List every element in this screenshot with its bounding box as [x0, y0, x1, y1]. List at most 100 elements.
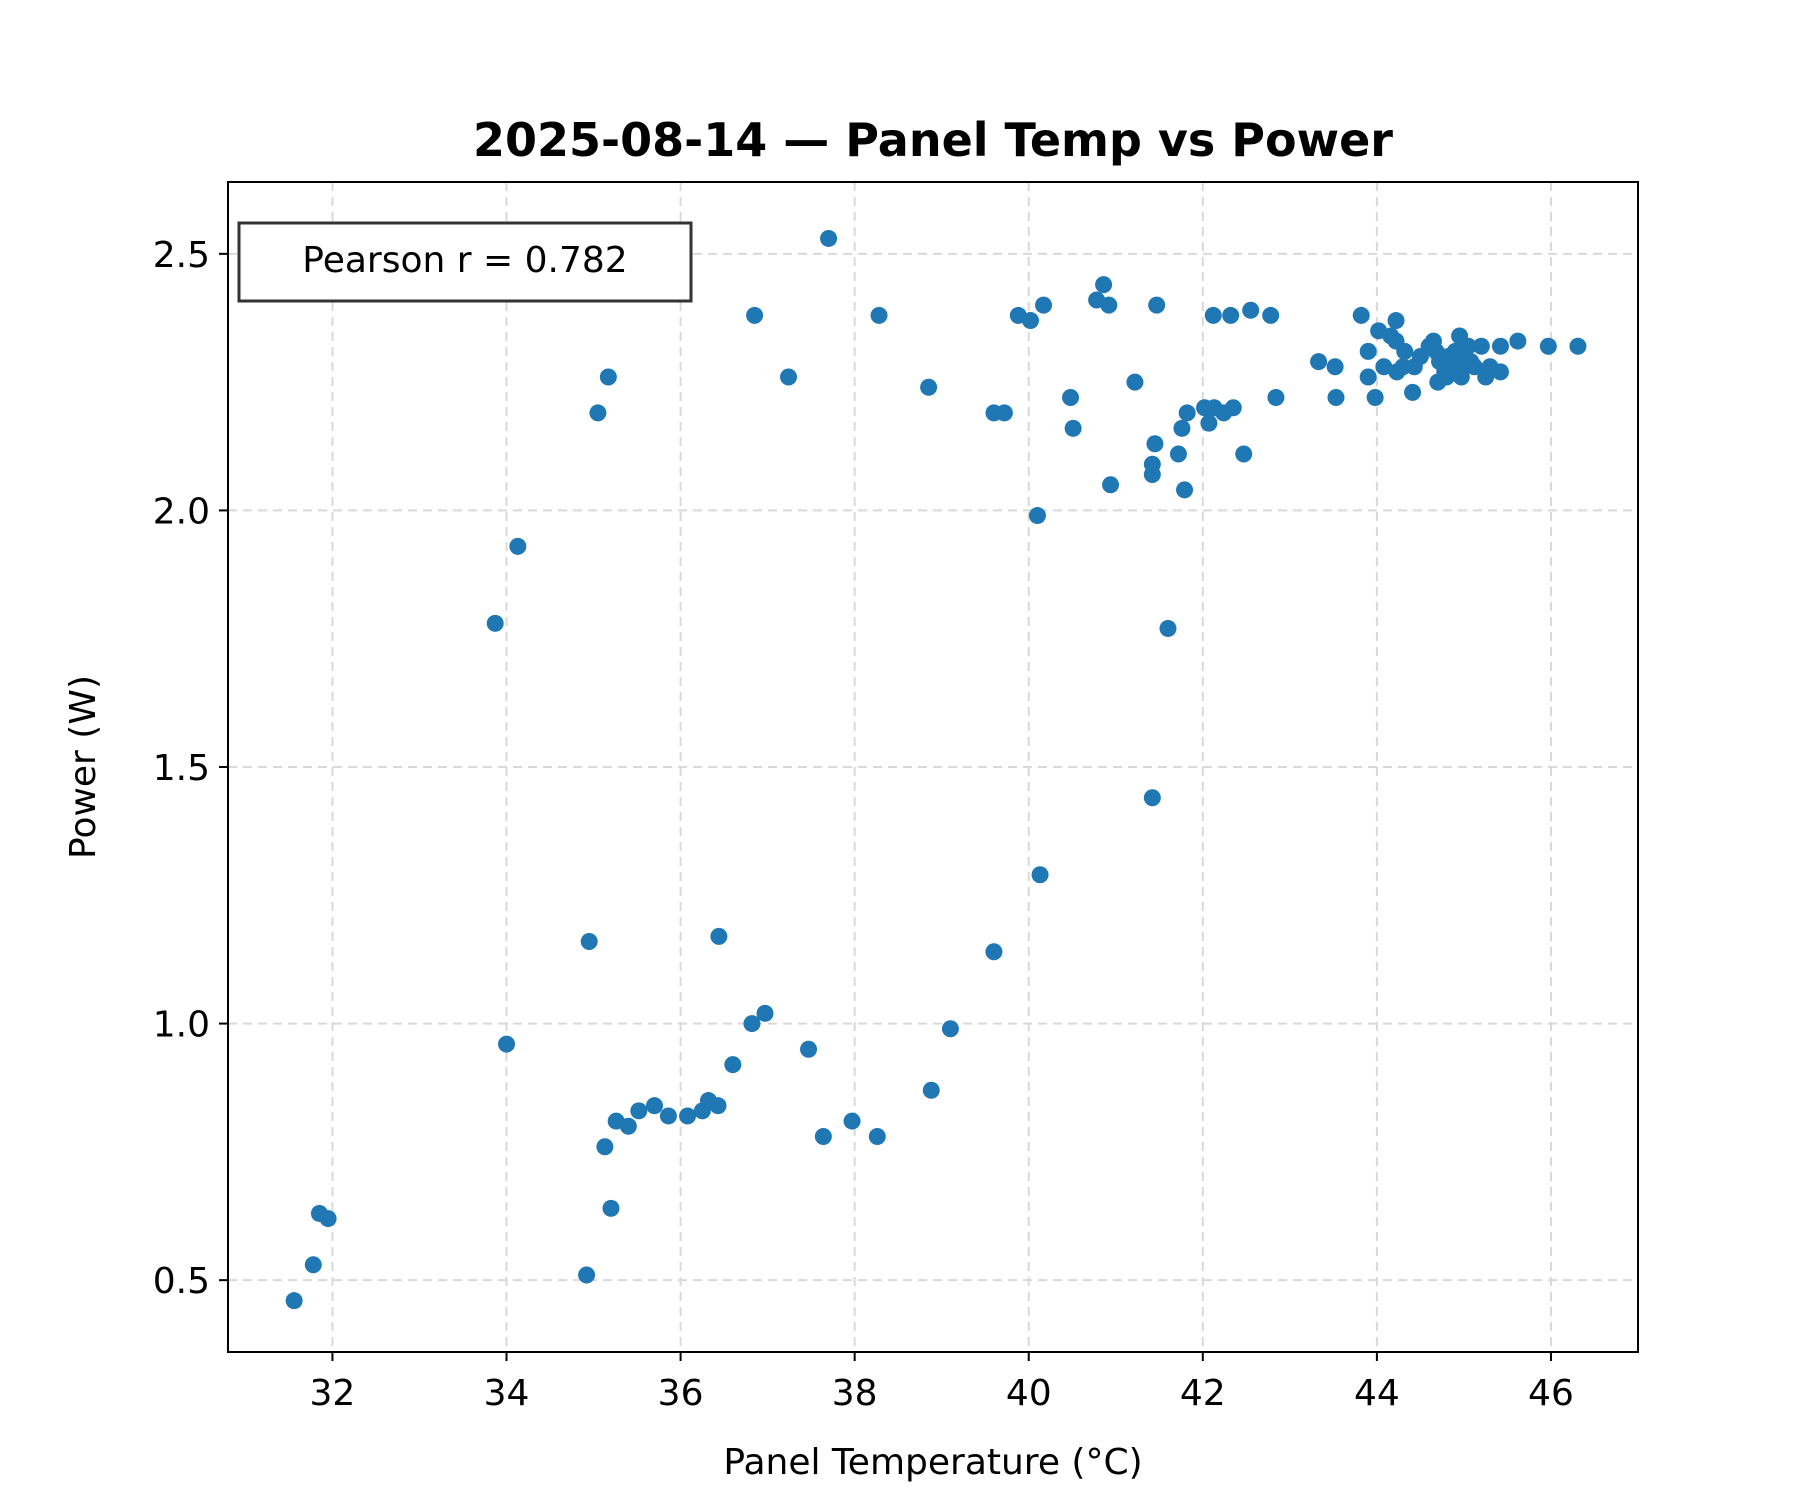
scatter-point	[1148, 296, 1166, 314]
scatter-point	[1459, 337, 1477, 355]
scatter-point	[1224, 399, 1242, 417]
scatter-point	[1569, 337, 1587, 355]
scatter-point	[1491, 337, 1509, 355]
scatter-point	[743, 1015, 761, 1033]
y-axis-label: Power (W)	[63, 675, 104, 859]
scatter-point	[580, 932, 598, 950]
scatter-point	[941, 1020, 959, 1038]
scatter-point	[659, 1107, 677, 1125]
scatter-point	[1326, 358, 1344, 376]
scatter-point	[1176, 481, 1194, 499]
scatter-point	[602, 1199, 620, 1217]
scatter-point	[509, 537, 527, 555]
scatter-point	[1146, 435, 1164, 453]
scatter-point	[1064, 419, 1082, 437]
scatter-point	[319, 1210, 337, 1228]
x-tick-label: 36	[658, 1373, 704, 1414]
chart-title: 2025-08-14 — Panel Temp vs Power	[473, 113, 1393, 167]
scatter-points	[285, 229, 1587, 1310]
scatter-point	[1396, 342, 1414, 360]
scatter-point	[820, 229, 838, 247]
scatter-point	[486, 614, 504, 632]
scatter-point	[1031, 866, 1049, 884]
scatter-point	[814, 1127, 832, 1145]
scatter-point	[985, 943, 1003, 961]
scatter-point	[922, 1081, 940, 1099]
scatter-point	[1472, 337, 1490, 355]
scatter-point	[1159, 619, 1177, 637]
scatter-point	[756, 1004, 774, 1022]
scatter-point	[800, 1040, 818, 1058]
scatter-point	[596, 1138, 614, 1156]
scatter-point	[1200, 414, 1218, 432]
y-tick-label: 2.0	[153, 491, 210, 532]
y-axis-ticks: 0.5 1.0 1.5 2.0 2.5	[153, 235, 228, 1302]
y-tick-label: 0.5	[153, 1261, 210, 1302]
x-tick-label: 46	[1528, 1373, 1574, 1414]
scatter-point	[1242, 301, 1260, 319]
scatter-point	[1387, 312, 1405, 330]
scatter-point	[1310, 353, 1328, 371]
scatter-point	[843, 1112, 861, 1130]
scatter-point	[679, 1107, 697, 1125]
x-tick-label: 42	[1180, 1373, 1226, 1414]
scatter-point	[304, 1256, 322, 1274]
scatter-point	[870, 306, 888, 324]
scatter-point	[1173, 419, 1191, 437]
y-tick-label: 1.5	[153, 748, 210, 789]
scatter-point	[285, 1292, 303, 1310]
x-tick-label: 44	[1354, 1373, 1400, 1414]
scatter-point	[1100, 296, 1118, 314]
scatter-point	[1491, 363, 1509, 381]
scatter-point	[1178, 404, 1196, 422]
scatter-point	[1035, 296, 1053, 314]
scatter-point	[780, 368, 798, 386]
scatter-point	[995, 404, 1013, 422]
scatter-point	[724, 1056, 742, 1074]
scatter-point	[630, 1102, 648, 1120]
scatter-point	[1143, 789, 1161, 807]
correlation-annotation: Pearson r = 0.782	[237, 221, 693, 303]
scatter-point	[710, 927, 728, 945]
scatter-point	[746, 306, 764, 324]
scatter-point	[868, 1127, 886, 1145]
scatter-point	[1352, 306, 1370, 324]
scatter-point	[709, 1097, 727, 1115]
x-tick-label: 34	[484, 1373, 530, 1414]
grid-lines	[228, 182, 1638, 1352]
x-tick-label: 32	[310, 1373, 356, 1414]
scatter-point	[589, 404, 607, 422]
y-tick-label: 2.5	[153, 235, 210, 276]
scatter-point	[498, 1035, 516, 1053]
scatter-point	[1062, 389, 1080, 407]
scatter-point	[920, 378, 938, 396]
x-axis-ticks: 32 34 36 38 40 42 44 46	[310, 1352, 1574, 1414]
scatter-point	[1028, 507, 1046, 525]
scatter-point	[1327, 389, 1345, 407]
scatter-point	[1267, 389, 1285, 407]
scatter-point	[1095, 276, 1113, 294]
scatter-point	[1359, 368, 1377, 386]
annotation-text: Pearson r = 0.782	[302, 240, 627, 281]
scatter-point	[1539, 337, 1557, 355]
scatter-point	[599, 368, 617, 386]
x-tick-label: 38	[832, 1373, 878, 1414]
y-tick-label: 1.0	[153, 1005, 210, 1046]
scatter-point	[1404, 383, 1422, 401]
scatter-point	[1359, 342, 1377, 360]
scatter-point	[1509, 332, 1527, 350]
x-axis-label: Panel Temperature (°C)	[723, 1442, 1142, 1483]
scatter-point	[1366, 389, 1384, 407]
scatter-point	[619, 1117, 637, 1135]
scatter-point	[1169, 445, 1187, 463]
scatter-point	[1126, 373, 1144, 391]
scatter-point	[1021, 312, 1039, 330]
scatter-point	[578, 1266, 596, 1284]
scatter-point	[1235, 445, 1253, 463]
scatter-point	[645, 1097, 663, 1115]
scatter-point	[1465, 358, 1483, 376]
annotation-box	[237, 221, 693, 303]
scatter-point	[1204, 306, 1222, 324]
